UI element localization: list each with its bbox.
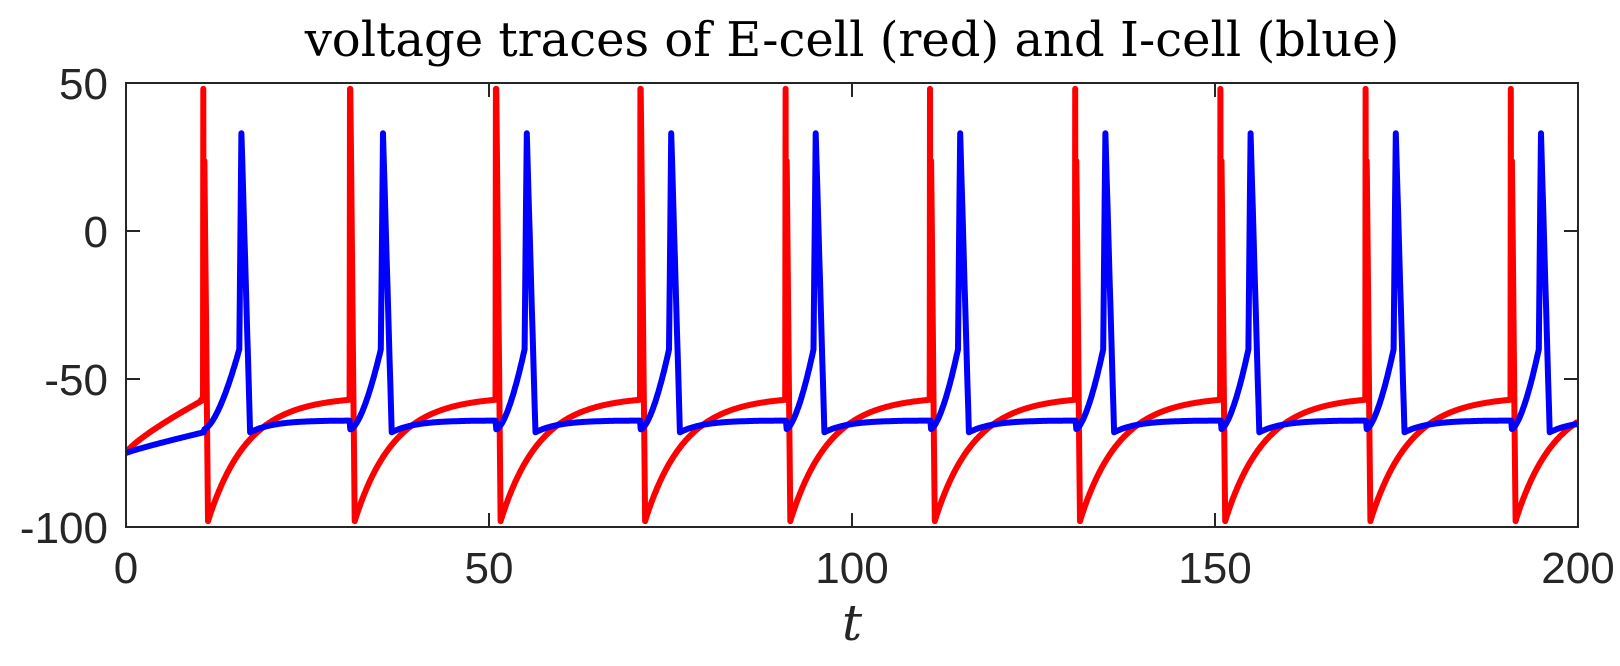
- plot-area: [125, 82, 1579, 528]
- chart-title: voltage traces of E-cell (red) and I-cel…: [304, 12, 1400, 68]
- x-tick-label: 0: [114, 544, 138, 593]
- x-tick-label: 200: [1541, 544, 1614, 593]
- series-line-i-cell: [126, 130, 1578, 456]
- x-tick-label: 50: [465, 544, 514, 593]
- x-tick-label: 150: [1178, 544, 1251, 593]
- x-tick-label: 100: [815, 544, 888, 593]
- x-axis: 0 50 100 150 200: [114, 83, 1615, 593]
- y-tick-label: -50: [44, 356, 108, 405]
- y-tick-label: 0: [84, 208, 108, 257]
- y-axis: 50 0 -50 -100: [20, 60, 1578, 553]
- series-line-e-cell: [126, 85, 1578, 525]
- axes-frame: [125, 82, 1579, 528]
- y-tick-label: 50: [59, 60, 108, 109]
- y-tick-label: -100: [20, 504, 108, 553]
- x-axis-label: t: [842, 594, 863, 652]
